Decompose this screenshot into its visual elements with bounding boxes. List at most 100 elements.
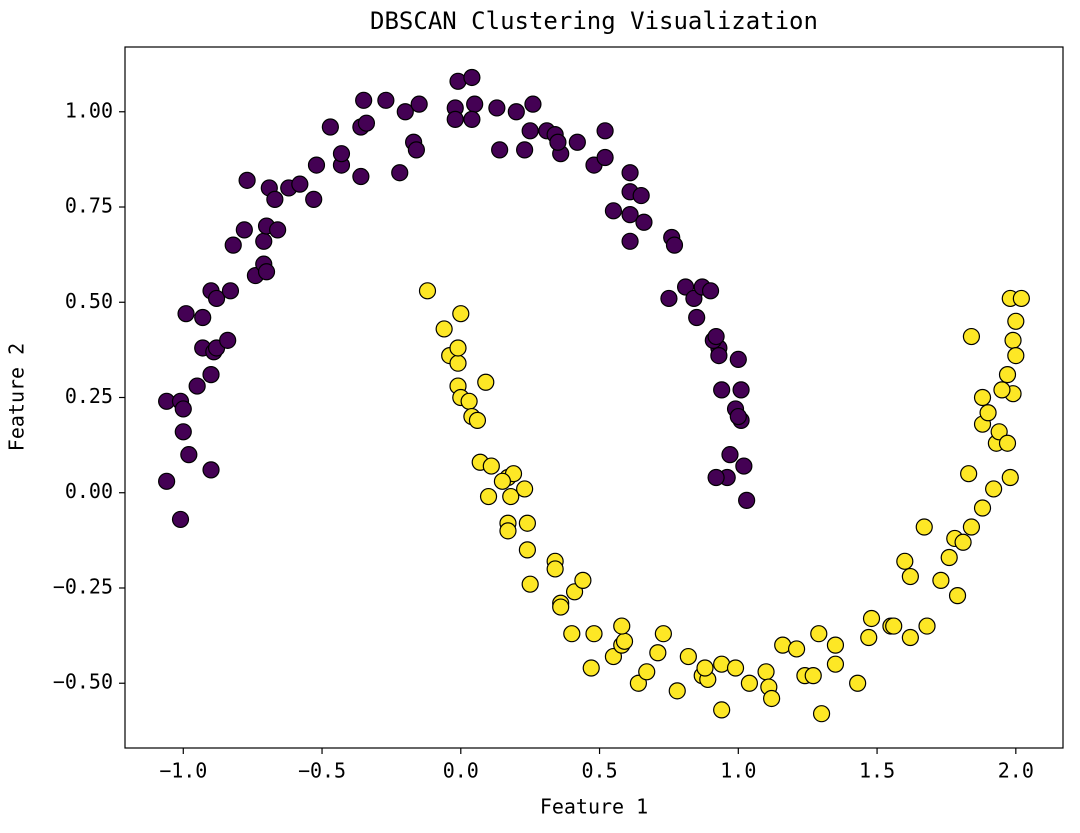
scatter-point [202, 461, 220, 479]
scatter-point [305, 190, 323, 208]
y-tick-label: 0.00 [65, 479, 113, 503]
scatter-point [177, 305, 195, 323]
scatter-point [707, 327, 725, 346]
scatter-point [638, 663, 656, 681]
scatter-point [632, 186, 650, 205]
scatter-point [810, 625, 828, 643]
scatter-point [635, 213, 653, 231]
scatter-point [1007, 346, 1025, 365]
scatter-point [901, 628, 919, 647]
scatter-point [491, 141, 509, 159]
scatter-point [488, 99, 506, 117]
scatter-point [449, 354, 467, 372]
scatter-point [357, 114, 376, 132]
scatter-point [446, 110, 464, 128]
scatter-point [973, 388, 992, 407]
scatter-point [804, 667, 822, 685]
scatter-point [410, 95, 428, 113]
scatter-point [516, 141, 534, 159]
scatter-point [460, 392, 478, 410]
scatter-point [171, 510, 190, 529]
scatter-point [552, 598, 570, 616]
scatter-point [516, 480, 534, 498]
scatter-point [377, 91, 395, 109]
scatter-point [738, 491, 756, 509]
x-tick-label: 2.0 [998, 759, 1034, 783]
scatter-point [896, 552, 914, 570]
scatter-point [901, 567, 919, 586]
scatter-point [962, 327, 981, 346]
scatter-point [757, 663, 775, 681]
scatter-point [224, 236, 242, 254]
scatter-point [307, 156, 326, 174]
scatter-point [735, 457, 753, 475]
x-tick-label: 0.0 [443, 759, 479, 783]
scatter-point [665, 236, 684, 254]
x-tick-label: 1.5 [859, 759, 895, 783]
scatter-point [549, 133, 567, 151]
scatter-point [729, 350, 747, 369]
scatter-point [713, 701, 731, 719]
x-tick-label: −0.5 [298, 759, 346, 783]
scatter-point [202, 366, 220, 384]
scatter-point [1007, 312, 1025, 330]
scatter-point [188, 377, 206, 395]
scatter-point [826, 636, 845, 654]
scatter-point [710, 346, 728, 365]
scatter-point [238, 171, 256, 189]
scatter-point [918, 617, 936, 635]
scatter-point [826, 655, 845, 673]
scatter-point [507, 103, 525, 121]
scatter-point [391, 164, 409, 182]
scatter-point [849, 674, 867, 692]
x-tick-label: 0.5 [581, 759, 617, 783]
x-tick-label: 1.0 [720, 759, 756, 783]
scatter-point [948, 587, 967, 605]
scatter-point [649, 644, 667, 662]
scatter-point [477, 373, 495, 391]
scatter-point [466, 95, 484, 113]
scatter-point [257, 263, 276, 281]
scatter-point [993, 381, 1011, 399]
scatter-point [732, 381, 750, 399]
scatter-point [615, 632, 634, 650]
scatter-point [932, 571, 950, 589]
scatter-point [660, 289, 678, 308]
scatter-point [962, 518, 981, 536]
scatter-point [435, 320, 453, 338]
scatter-point [563, 625, 581, 643]
plot-frame [124, 46, 1064, 749]
scatter-point [174, 423, 192, 441]
scatter-point [940, 548, 958, 567]
scatter-point [518, 541, 536, 559]
scatter-point [763, 689, 781, 708]
scatter-point [915, 518, 933, 536]
x-axis-label: Feature 1 [540, 795, 648, 819]
scatter-point [479, 487, 498, 506]
scatter-point [235, 221, 253, 239]
y-tick-label: 0.25 [65, 384, 113, 408]
scatter-point [729, 407, 747, 426]
scatter-point [604, 202, 623, 220]
scatter-point [654, 625, 672, 643]
scatter-point [862, 609, 881, 628]
scatter-point [621, 164, 639, 182]
scatter-point [418, 282, 437, 300]
scatter-point [352, 167, 370, 186]
scatter-point [985, 480, 1003, 498]
scatter-point [726, 659, 745, 677]
scatter-point [291, 175, 309, 193]
scatter-point [493, 472, 512, 490]
y-tick-label: −0.25 [53, 574, 113, 598]
scatter-point [707, 468, 725, 487]
scatter-point [524, 95, 542, 113]
scatter-point [621, 206, 639, 224]
scatter-point [502, 487, 520, 506]
plot-area [158, 68, 1030, 723]
scatter-point [585, 625, 603, 643]
scatter-point [207, 289, 226, 308]
scatter-point [582, 659, 600, 677]
scatter-point [973, 499, 992, 517]
